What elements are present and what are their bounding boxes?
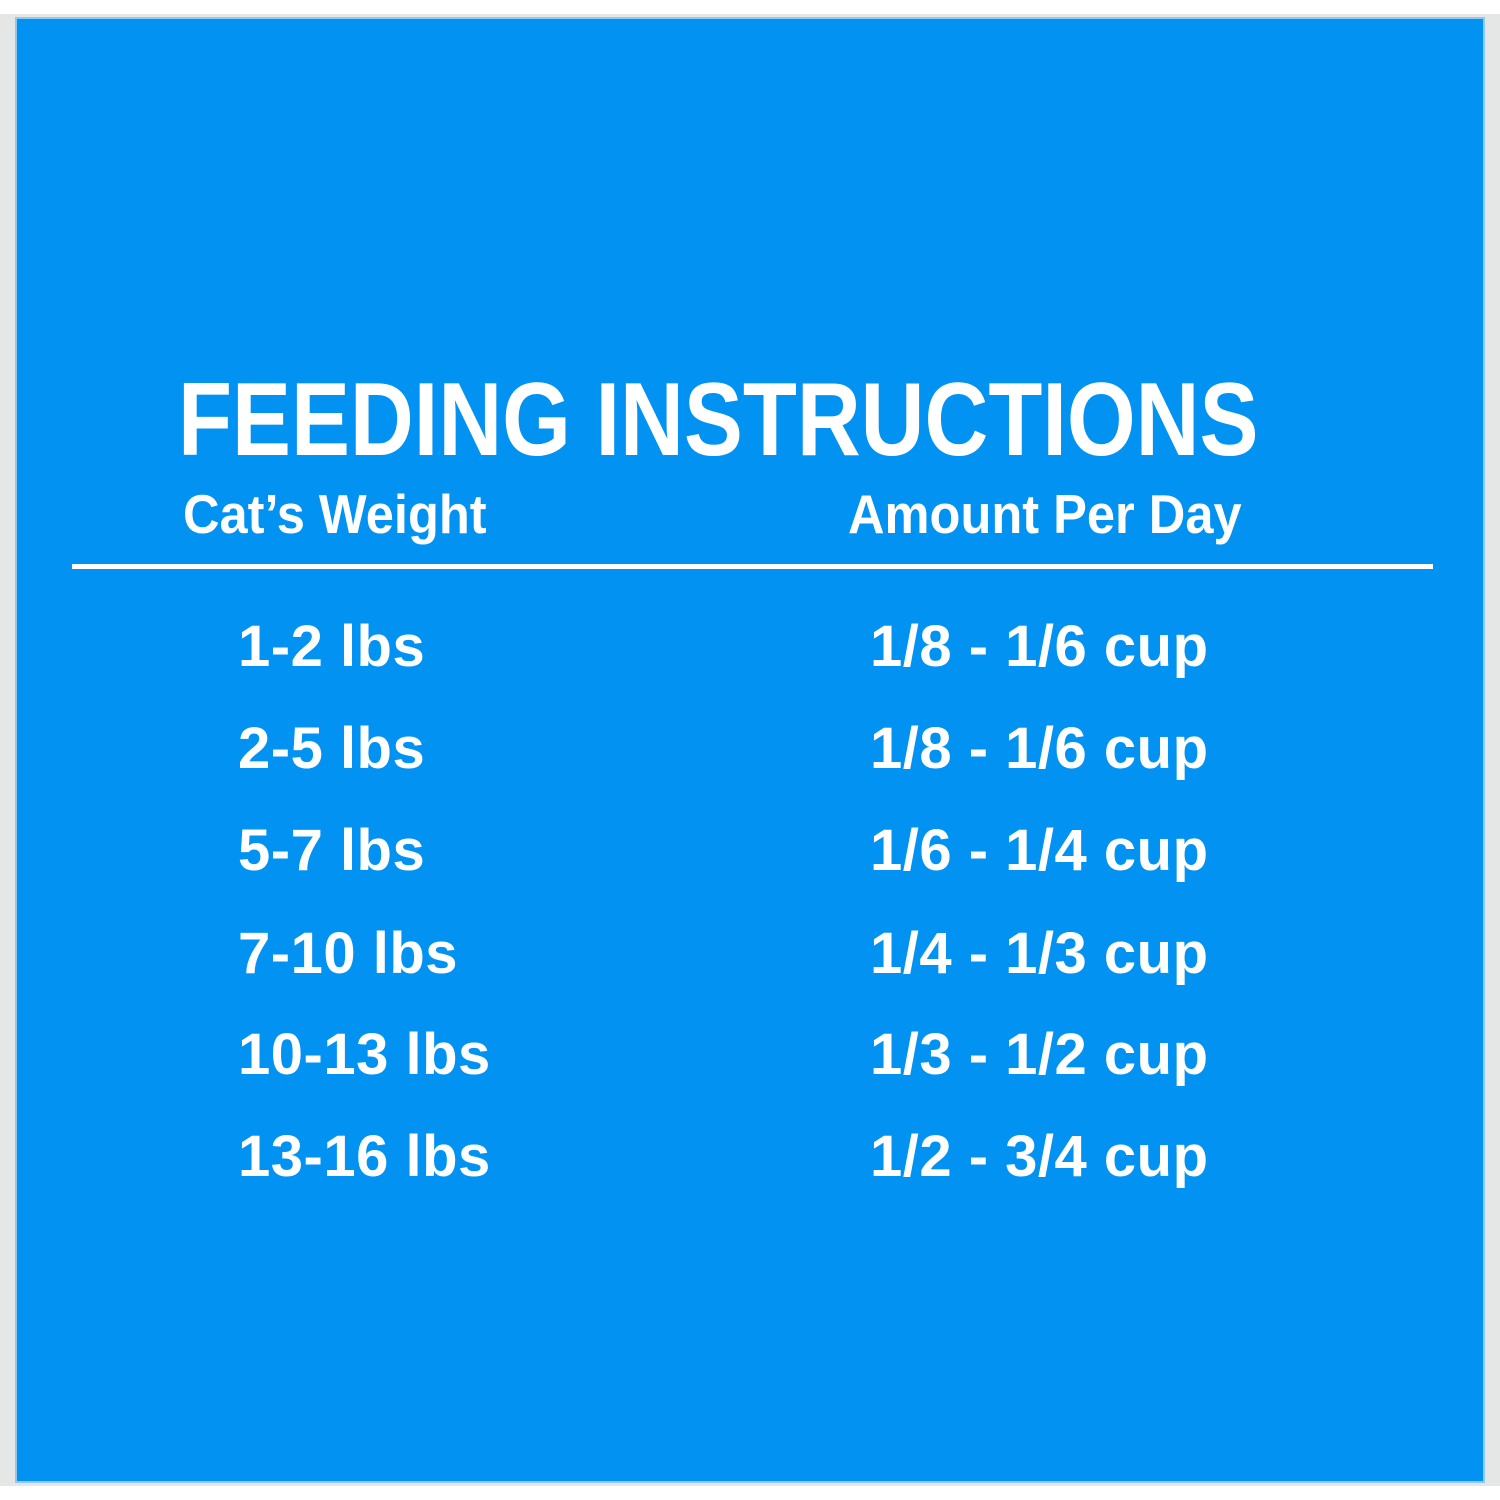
table-row: 1-2 lbs 1/8 - 1/6 cup bbox=[0, 618, 1500, 688]
weight-cell: 1-2 lbs bbox=[238, 614, 426, 679]
table-row: 5-7 lbs 1/6 - 1/4 cup bbox=[0, 822, 1500, 892]
column-header-weight: Cat’s Weight bbox=[183, 483, 487, 545]
blue-panel bbox=[15, 17, 1485, 1483]
amount-cell: 1/4 - 1/3 cup bbox=[870, 921, 1209, 986]
amount-cell: 1/8 - 1/6 cup bbox=[870, 716, 1209, 781]
page-title: FEEDING INSTRUCTIONS bbox=[178, 362, 1259, 478]
table-row: 10-13 lbs 1/3 - 1/2 cup bbox=[0, 1026, 1500, 1096]
column-header-amount: Amount Per Day bbox=[848, 483, 1242, 545]
amount-cell: 1/8 - 1/6 cup bbox=[870, 614, 1209, 679]
weight-cell: 10-13 lbs bbox=[238, 1022, 491, 1087]
weight-cell: 2-5 lbs bbox=[238, 716, 426, 781]
amount-cell: 1/2 - 3/4 cup bbox=[870, 1124, 1209, 1189]
table-row: 2-5 lbs 1/8 - 1/6 cup bbox=[0, 720, 1500, 790]
amount-cell: 1/3 - 1/2 cup bbox=[870, 1022, 1209, 1087]
weight-cell: 7-10 lbs bbox=[238, 921, 458, 986]
table-row: 7-10 lbs 1/4 - 1/3 cup bbox=[0, 925, 1500, 995]
table-row: 13-16 lbs 1/2 - 3/4 cup bbox=[0, 1128, 1500, 1198]
amount-cell: 1/6 - 1/4 cup bbox=[870, 818, 1209, 883]
header-divider bbox=[72, 564, 1433, 569]
weight-cell: 5-7 lbs bbox=[238, 818, 426, 883]
weight-cell: 13-16 lbs bbox=[238, 1124, 491, 1189]
